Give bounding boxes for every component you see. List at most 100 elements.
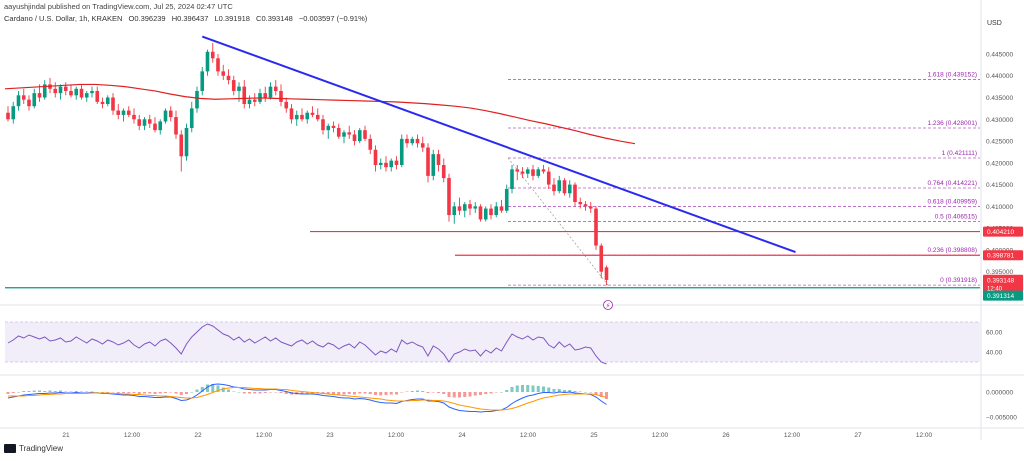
macd-histogram-bar	[347, 392, 351, 394]
macd-histogram-bar	[258, 392, 262, 394]
candle-body	[342, 132, 346, 137]
candle-body	[478, 206, 483, 220]
candle-body	[541, 169, 546, 172]
candle-body	[11, 106, 16, 120]
macd-histogram-bar	[158, 392, 162, 394]
time-tick-label: 23	[326, 432, 334, 439]
candle-body	[32, 93, 37, 107]
candle-body	[510, 169, 514, 189]
candle-body	[132, 114, 136, 120]
candle-body	[494, 206, 499, 216]
macd-histogram-bar	[500, 392, 503, 393]
price-axis[interactable]: 0.445000 0.440000 0.435000 0.430000 0.425000…	[983, 51, 1023, 301]
macd-histogram-bar	[227, 389, 230, 392]
fib-level-label: 1.618 (0.439152)	[927, 71, 977, 78]
price-tick-label: 0.445000	[986, 51, 1013, 58]
macd-histogram-bar	[568, 390, 572, 392]
rsi-pane[interactable]: 60.00 40.00	[5, 321, 1003, 365]
time-tick-label: 12:00	[520, 432, 537, 439]
price-tick-label: 0.410000	[986, 204, 1013, 211]
macd-histogram-bar	[211, 384, 215, 392]
macd-histogram-bar	[326, 392, 330, 394]
candle-body	[16, 95, 21, 107]
macd-histogram-bar	[6, 392, 10, 394]
tradingview-logo-icon	[4, 444, 16, 453]
macd-histogram-bar	[578, 391, 582, 392]
candle-body	[100, 101, 105, 105]
macd-histogram-bar	[106, 392, 110, 393]
candle-body	[489, 208, 493, 216]
time-tick-label: 12:00	[916, 432, 933, 439]
fib-level-label: 1.236 (0.428001)	[927, 120, 977, 127]
candle-body	[153, 123, 157, 131]
macd-histogram-bar	[400, 392, 404, 393]
candle-body	[305, 112, 310, 120]
chart-background	[0, 0, 1024, 440]
candle-body	[27, 99, 31, 107]
candle-body	[331, 125, 336, 128]
price-tick-label: 0.415000	[986, 182, 1013, 189]
macd-histogram-bar	[95, 392, 99, 393]
macd-histogram-bar	[584, 392, 587, 393]
macd-histogram-bar	[53, 391, 57, 392]
candle-body	[279, 90, 283, 102]
macd-histogram-bar	[80, 391, 83, 392]
candle-body	[294, 114, 299, 120]
candle-body	[263, 93, 268, 98]
symbol-name[interactable]: Cardano / U.S. Dollar, 1h, KRAKEN	[4, 14, 123, 23]
price-label-bg	[983, 226, 1023, 237]
macd-histogram-bar	[169, 392, 173, 393]
candle-body	[200, 71, 205, 91]
price-label: 0.404210	[987, 229, 1014, 236]
candle-body	[84, 93, 89, 98]
descending-trendline	[201, 35, 796, 254]
candle-body	[420, 143, 425, 148]
candle-body	[268, 86, 273, 98]
symbol-ohlc-line: Cardano / U.S. Dollar, 1h, KRAKEN O0.396…	[4, 14, 371, 24]
candle-body	[105, 97, 110, 105]
macd-histogram-bar	[489, 392, 493, 394]
macd-histogram-bar	[437, 392, 440, 393]
fib-level-label: 0.764 (0.414221)	[927, 180, 977, 187]
candle-body	[221, 71, 226, 76]
macd-histogram-bar	[505, 390, 509, 392]
macd-histogram-bar	[48, 390, 52, 392]
trendline[interactable]	[201, 35, 796, 254]
candle-body	[384, 162, 388, 168]
macd-histogram-bar	[547, 387, 551, 392]
macd-histogram-bar	[59, 390, 62, 392]
macd-histogram-bar	[368, 392, 372, 394]
macd-histogram-bar	[32, 390, 36, 392]
candle-body	[483, 208, 488, 220]
macd-histogram-bar	[237, 392, 241, 393]
candle-body	[546, 171, 551, 185]
currency-label[interactable]: USD	[987, 20, 1002, 27]
candle-body	[389, 160, 394, 168]
macd-histogram-bar	[379, 392, 383, 396]
candle-body	[363, 130, 367, 139]
macd-histogram-bar	[185, 392, 188, 394]
candle-body	[536, 169, 541, 176]
macd-histogram-bar	[284, 392, 288, 394]
horizontal-levels[interactable]	[5, 230, 980, 289]
macd-histogram-bar	[494, 392, 498, 393]
macd-histogram-bar	[305, 392, 309, 394]
macd-histogram-bar	[274, 392, 278, 393]
time-tick-label: 27	[854, 432, 862, 439]
macd-histogram-bar	[552, 389, 556, 392]
fibonacci-retracement[interactable]: 1.618 (0.439152) 1.236 (0.428001) 1 (0.421…	[507, 71, 980, 286]
time-axis[interactable]: 21 12:00 22 12:00 23 12:00 24 12:00 25 12:00 26 12:…	[62, 432, 932, 439]
rsi-band	[5, 322, 980, 362]
candle-body	[567, 184, 572, 194]
time-tick-label: 21	[62, 432, 70, 439]
candle-body	[174, 117, 178, 135]
candle-body	[116, 110, 121, 115]
candle-body	[163, 110, 168, 122]
macd-histogram-bar	[263, 392, 267, 393]
macd-pane[interactable]: 0.000000 −0.005000	[6, 383, 1018, 422]
candle-body	[121, 110, 126, 115]
price-tick-label: 0.430000	[986, 117, 1013, 124]
price-label-bg	[983, 274, 1023, 293]
fib-level-label: 0.236 (0.398808)	[927, 247, 977, 254]
